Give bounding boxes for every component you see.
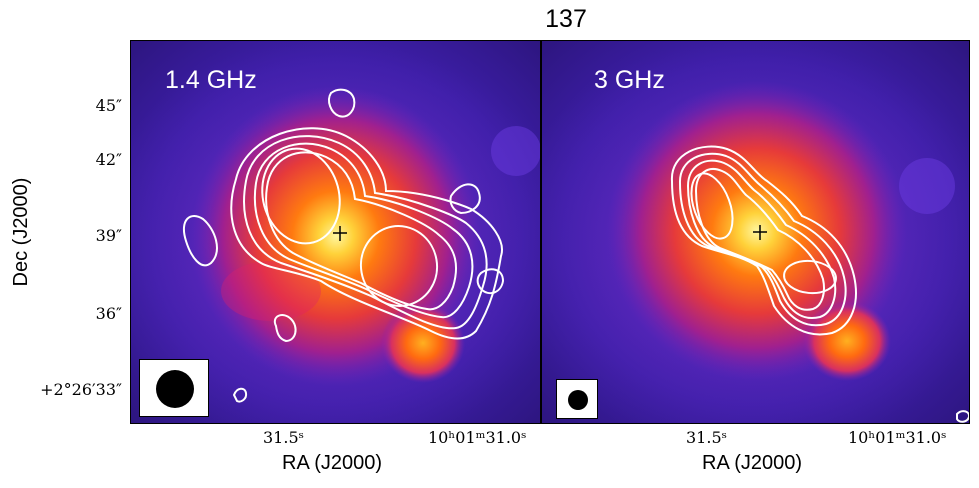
beam-box-1p4ghz xyxy=(139,359,209,417)
beam-box-3ghz xyxy=(556,379,598,419)
y-axis-label: Dec (J2000) xyxy=(10,177,32,287)
x-axis-label-1p4ghz: RA (J2000) xyxy=(282,452,383,474)
x-tick-3-31p0: 10ʰ01ᵐ31.0ˢ xyxy=(848,428,947,447)
image-panel-3ghz: 3 GHz xyxy=(541,40,970,424)
centroid-cross-1p4ghz xyxy=(333,226,347,241)
radio-map-3ghz xyxy=(542,41,969,423)
panel-label-1p4ghz: 1.4 GHz xyxy=(165,66,257,94)
x-tick-1p4-31p5: 31.5ˢ xyxy=(263,428,305,447)
contours-3ghz xyxy=(670,145,969,423)
figure-title: 137 xyxy=(545,5,587,33)
image-panel-1p4ghz: 1.4 GHz xyxy=(130,40,541,424)
y-tick-42: 42″ xyxy=(95,150,122,169)
y-tick-39: 39″ xyxy=(95,226,122,245)
radio-map-1p4ghz xyxy=(131,41,540,423)
x-tick-1p4-31p0: 10ʰ01ᵐ31.0ˢ xyxy=(428,428,527,447)
beam-ellipse-1p4ghz xyxy=(156,370,194,408)
beam-ellipse-3ghz xyxy=(568,390,588,410)
contours-1p4ghz xyxy=(183,88,505,403)
panel-label-3ghz: 3 GHz xyxy=(594,66,665,94)
x-tick-3-31p5: 31.5ˢ xyxy=(686,428,728,447)
y-tick-33: +2°26′33″ xyxy=(40,380,122,399)
y-tick-45: 45″ xyxy=(95,96,122,115)
x-axis-label-3ghz: RA (J2000) xyxy=(702,452,803,474)
y-tick-36: 36″ xyxy=(95,304,122,323)
centroid-cross-3ghz xyxy=(753,225,767,240)
